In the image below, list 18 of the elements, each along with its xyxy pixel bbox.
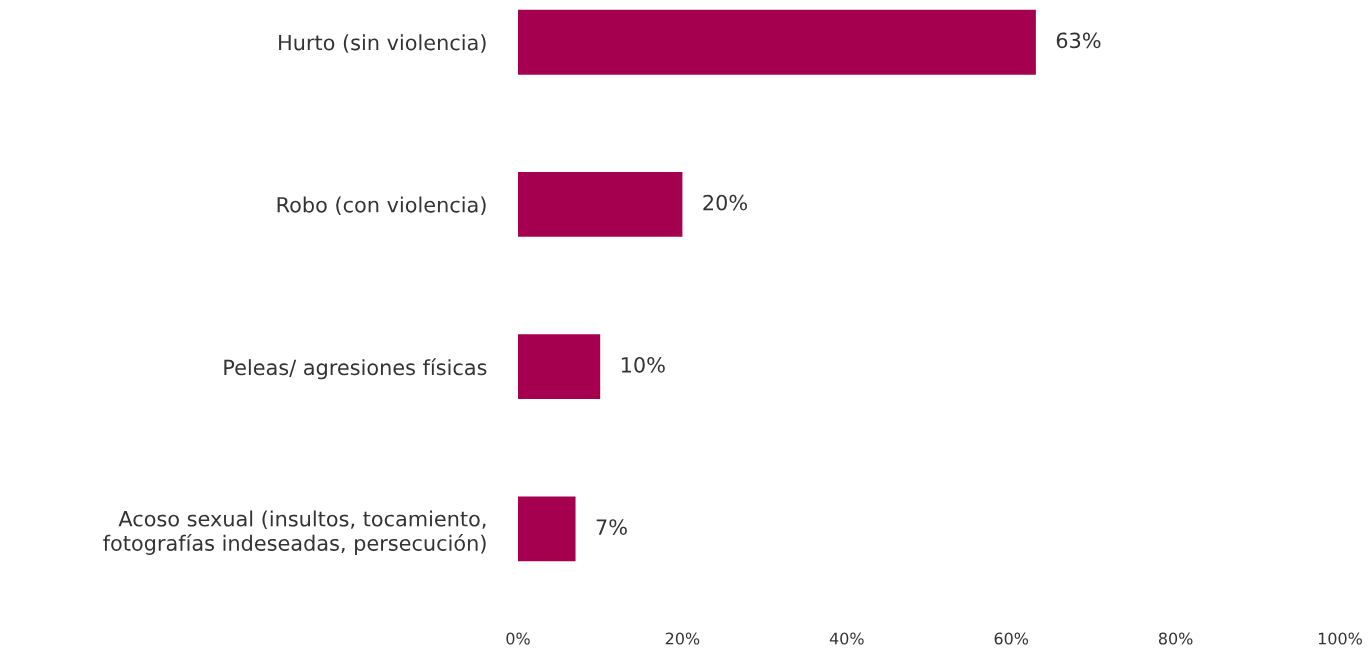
- y-tick-label: Peleas/ agresiones físicas: [224, 358, 487, 380]
- x-tick-label: 80%: [1158, 632, 1193, 645]
- data-label: 20%: [703, 194, 747, 211]
- bar: [518, 496, 576, 562]
- bar: [518, 171, 683, 237]
- x-tick-label: 20%: [665, 632, 700, 645]
- x-tick-label: 60%: [994, 632, 1029, 645]
- y-tick-label: Robo (con violencia): [277, 196, 486, 216]
- y-tick-label: Hurto (sin violencia): [279, 34, 486, 53]
- bar: [518, 334, 601, 400]
- y-tick-label: Acoso sexual (insultos, tocamiento, fotografías indeseadas, persecución): [103, 510, 486, 555]
- data-label: 63%: [1056, 32, 1101, 49]
- x-tick-label: 100%: [1318, 632, 1362, 645]
- x-tick-label: 0%: [506, 632, 530, 645]
- data-label: 10%: [621, 356, 665, 373]
- data-label: 7%: [596, 519, 627, 535]
- x-tick-label: 40%: [829, 632, 864, 645]
- bar: [518, 9, 1036, 75]
